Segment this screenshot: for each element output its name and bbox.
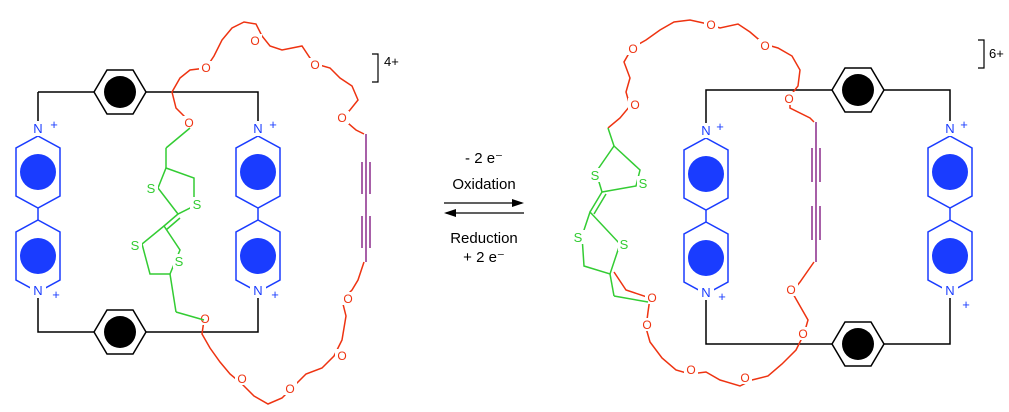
left-polyether-chain (171, 21, 365, 405)
svg-text:O: O (642, 318, 651, 332)
svg-text:O: O (201, 61, 210, 75)
svg-text:O: O (628, 42, 637, 56)
svg-text:O: O (337, 349, 346, 363)
left-n-label-top-2: N (253, 121, 262, 136)
svg-text:S: S (639, 176, 648, 191)
svg-text:O: O (647, 291, 656, 305)
right-charge-label: 6+ (989, 46, 1004, 61)
right-n-label-top-2: N (945, 121, 954, 136)
svg-text:S: S (175, 254, 184, 269)
reaction-arrows: - 2 e⁻ Oxidation Reduction + 2 e⁻ (444, 150, 524, 266)
right-cyclophane-frame (705, 67, 951, 367)
svg-text:O: O (337, 111, 346, 125)
oxidation-label: Oxidation (452, 176, 515, 193)
svg-text:O: O (786, 283, 795, 297)
left-oxygen-labels: O O O O O O O O O O (182, 34, 355, 396)
left-charge-label: 4+ (384, 54, 399, 69)
right-n-label-bottom: N (701, 285, 710, 300)
svg-text:O: O (200, 312, 209, 326)
left-plus-bottom-2: + (271, 287, 279, 302)
right-charge-bracket (978, 39, 985, 69)
right-plus-top: + (716, 119, 724, 134)
reduction-label: Reduction (450, 230, 518, 247)
svg-text:O: O (686, 363, 695, 377)
left-ttf-unit (141, 127, 205, 321)
forward-electron-label: - 2 e⁻ (465, 150, 503, 167)
right-catenane: N + N + N + N + O O O O (572, 18, 1004, 387)
left-plus-bottom: + (52, 287, 60, 302)
svg-text:O: O (798, 327, 807, 341)
right-plus-top-2: + (960, 117, 968, 132)
right-pyridinium-disk-a (688, 156, 724, 192)
right-bottom-phenylene-disk (842, 328, 874, 360)
left-plus-top-2: + (269, 117, 277, 132)
right-pyridinium-disk-b (688, 240, 724, 276)
svg-text:O: O (184, 116, 193, 130)
right-pyridinium-disk-c (932, 154, 968, 190)
svg-text:O: O (784, 92, 793, 106)
reverse-electron-label: + 2 e⁻ (463, 249, 505, 266)
svg-text:O: O (630, 98, 639, 112)
left-plus-top: + (50, 117, 58, 132)
svg-text:O: O (740, 371, 749, 385)
svg-text:S: S (131, 238, 140, 253)
svg-text:O: O (250, 34, 259, 48)
left-diyne-segment (361, 134, 371, 262)
left-n-label-top: N (33, 121, 42, 136)
right-plus-bottom-2: + (962, 297, 970, 312)
left-bottom-phenylene-disk (104, 316, 136, 348)
left-catenane: N + N + N + N + O O O (15, 21, 399, 405)
svg-text:S: S (620, 237, 629, 252)
svg-text:O: O (285, 382, 294, 396)
svg-text:S: S (591, 168, 600, 183)
left-n-label-bottom: N (33, 283, 42, 298)
forward-arrowhead (512, 199, 524, 207)
right-top-phenylene-disk (842, 74, 874, 106)
right-ttf-unit (581, 127, 649, 303)
svg-text:O: O (310, 58, 319, 72)
left-ttf-sulfur-labels: S S S S (129, 181, 203, 269)
right-n-label-bottom-2: N (945, 283, 954, 298)
left-cyclophane-frame (37, 69, 259, 355)
svg-text:S: S (147, 181, 156, 196)
svg-text:O: O (706, 18, 715, 32)
right-oxygen-labels: O O O O O O O O O O O (626, 18, 810, 385)
left-pyridinium-disk-c (240, 154, 276, 190)
left-pyridinium-disk-b (20, 238, 56, 274)
right-diyne-segment (811, 122, 821, 262)
right-plus-bottom: + (718, 289, 726, 304)
svg-text:O: O (343, 292, 352, 306)
left-pyridinium-disk-d (240, 238, 276, 274)
left-pyridinium-disk-a (20, 154, 56, 190)
svg-text:S: S (193, 197, 202, 212)
svg-text:S: S (574, 230, 583, 245)
right-ttf-sulfur-labels: S S S S (572, 168, 650, 252)
right-n-label-top: N (701, 123, 710, 138)
right-pyridinium-disk-d (932, 238, 968, 274)
left-top-phenylene-disk (104, 76, 136, 108)
svg-text:O: O (760, 39, 769, 53)
left-n-label-bottom-2: N (253, 283, 262, 298)
reverse-arrowhead (444, 209, 456, 217)
left-charge-bracket (372, 53, 379, 83)
svg-text:O: O (237, 372, 246, 386)
